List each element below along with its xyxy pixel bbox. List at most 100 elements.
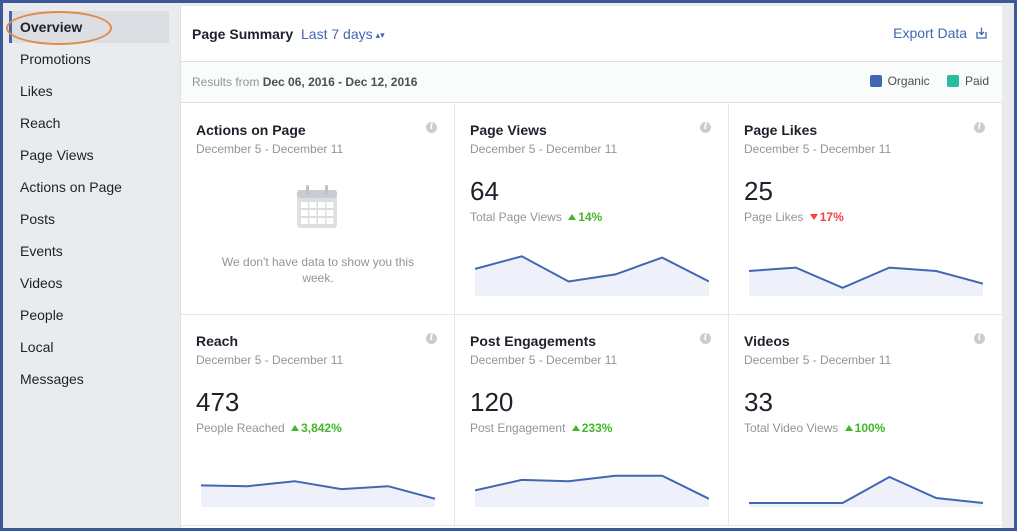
export-data-button[interactable]: Export Data xyxy=(893,25,987,41)
card-metric: Page Likes 17% xyxy=(744,210,844,224)
card-value: 473 xyxy=(196,387,240,417)
card-videos[interactable]: Videos December 5 - December 11 i 33 Tot… xyxy=(729,315,1003,526)
sparkline-area xyxy=(475,475,709,507)
card-metric: Total Video Views 100% xyxy=(744,421,885,435)
card-title: Post Engagements xyxy=(470,333,597,349)
metric-label: People Reached xyxy=(196,421,285,435)
sidebar-item-page-views[interactable]: Page Views xyxy=(9,139,169,171)
results-prefix: Results from xyxy=(192,75,260,89)
sparkline-area xyxy=(749,267,983,296)
info-icon[interactable]: i xyxy=(426,122,437,133)
sidebar-item-local[interactable]: Local xyxy=(9,331,169,363)
sidebar-item-videos[interactable]: Videos xyxy=(9,267,169,299)
info-icon[interactable]: i xyxy=(700,122,711,133)
card-date: December 5 - December 11 xyxy=(470,353,618,367)
card-actions-on-page[interactable]: Actions on Page December 5 - December 11… xyxy=(181,104,455,315)
sidebar-item-label: Overview xyxy=(20,19,83,35)
legend-label: Paid xyxy=(964,74,989,88)
metric-label: Total Page Views xyxy=(470,210,562,224)
card-date: December 5 - December 11 xyxy=(196,353,344,367)
sparkline-series-organic xyxy=(749,266,983,289)
trend-down-icon xyxy=(809,214,818,220)
trend-delta: 17% xyxy=(809,210,844,224)
main-panel: Page Summary Last 7 days ▴▾ Export Data R… xyxy=(180,6,1003,528)
sort-arrows-icon: ▴▾ xyxy=(375,30,385,40)
info-icon[interactable]: i xyxy=(974,333,985,344)
sparkline-series-organic xyxy=(749,475,983,504)
sidebar-item-promotions[interactable]: Promotions xyxy=(9,43,169,75)
info-icon[interactable]: i xyxy=(700,333,711,344)
sidebar-item-likes[interactable]: Likes xyxy=(9,75,169,107)
trend-delta: 233% xyxy=(571,421,613,435)
delta-value: 3,842% xyxy=(301,421,342,435)
trend-delta: 100% xyxy=(844,421,886,435)
info-icon[interactable]: i xyxy=(974,122,985,133)
card-reach[interactable]: Reach December 5 - December 11 i 473 Peo… xyxy=(181,315,455,526)
summary-header: Page Summary Last 7 days ▴▾ Export Data xyxy=(181,6,1002,62)
legend-label: Organic xyxy=(887,74,930,88)
card-date: December 5 - December 11 xyxy=(744,353,892,367)
sidebar-item-label: Page Views xyxy=(20,147,94,163)
sidebar-item-messages[interactable]: Messages xyxy=(9,363,169,395)
trend-delta: 3,842% xyxy=(291,421,342,435)
sparkline-series-organic xyxy=(475,474,709,500)
card-value: 25 xyxy=(744,176,773,206)
sidebar-item-overview[interactable]: Overview xyxy=(6,11,169,45)
sidebar-item-label: Local xyxy=(20,339,54,355)
page-insights-window: Overview Promotions Likes Reach Page Vie… xyxy=(3,3,1014,528)
card-title: Page Views xyxy=(470,122,547,138)
trend-up-icon xyxy=(568,214,577,220)
sidebar-item-label: Likes xyxy=(20,83,53,99)
sparkline-chart xyxy=(475,474,709,507)
sparkline-series-organic xyxy=(201,480,435,500)
legend-item-paid: Paid xyxy=(946,74,989,88)
legend: Organic Paid xyxy=(856,74,989,88)
page-title: Page Summary xyxy=(192,26,294,42)
sidebar-item-reach[interactable]: Reach xyxy=(9,107,169,139)
card-metric: Total Page Views 14% xyxy=(470,210,602,224)
sparkline-chart xyxy=(749,475,983,507)
sidebar-item-people[interactable]: People xyxy=(9,299,169,331)
legend-item-organic: Organic xyxy=(869,74,930,88)
results-bar: Results from Dec 06, 2016 - Dec 12, 2016… xyxy=(181,62,1002,103)
metric-label: Page Likes xyxy=(744,210,804,224)
results-range: Dec 06, 2016 - Dec 12, 2016 xyxy=(262,75,418,89)
card-value: 64 xyxy=(470,176,499,206)
card-page-views[interactable]: Page Views December 5 - December 11 i 64… xyxy=(455,104,729,315)
sidebar-item-label: People xyxy=(20,307,64,323)
trend-up-icon xyxy=(571,425,580,431)
paid-swatch xyxy=(946,75,959,87)
card-date: December 5 - December 11 xyxy=(196,142,344,156)
date-range-label: Last 7 days xyxy=(301,26,373,42)
sidebar-item-label: Posts xyxy=(20,211,56,227)
card-value: 33 xyxy=(744,387,773,417)
sidebar-item-label: Promotions xyxy=(20,51,91,67)
date-range-selector[interactable]: Last 7 days ▴▾ xyxy=(301,26,385,42)
sidebar-item-label: Messages xyxy=(20,371,84,387)
calendar-icon xyxy=(297,185,337,228)
sparkline-series-organic xyxy=(475,255,709,283)
sparkline-area xyxy=(749,477,983,507)
card-date: December 5 - December 11 xyxy=(470,142,618,156)
card-metric: Post Engagement 233% xyxy=(470,421,612,435)
card-date: December 5 - December 11 xyxy=(744,142,892,156)
delta-value: 17% xyxy=(819,210,844,224)
export-data-label: Export Data xyxy=(893,25,968,41)
card-page-likes[interactable]: Page Likes December 5 - December 11 i 25… xyxy=(729,104,1003,315)
delta-value: 233% xyxy=(581,421,613,435)
sparkline-area xyxy=(475,256,709,296)
metric-label: Total Video Views xyxy=(744,421,839,435)
card-title: Actions on Page xyxy=(196,122,306,138)
sidebar: Overview Promotions Likes Reach Page Vie… xyxy=(6,11,169,395)
card-post-engagements[interactable]: Post Engagements December 5 - December 1… xyxy=(455,315,729,526)
trend-delta: 14% xyxy=(568,210,602,224)
sparkline-chart xyxy=(749,266,983,296)
download-icon xyxy=(976,27,987,39)
metric-label: Post Engagement xyxy=(470,421,566,435)
sidebar-item-events[interactable]: Events xyxy=(9,235,169,267)
sidebar-item-label: Events xyxy=(20,243,63,259)
info-icon[interactable]: i xyxy=(426,333,437,344)
sidebar-item-posts[interactable]: Posts xyxy=(9,203,169,235)
delta-value: 100% xyxy=(854,421,886,435)
sidebar-item-actions-on-page[interactable]: Actions on Page xyxy=(9,171,169,203)
